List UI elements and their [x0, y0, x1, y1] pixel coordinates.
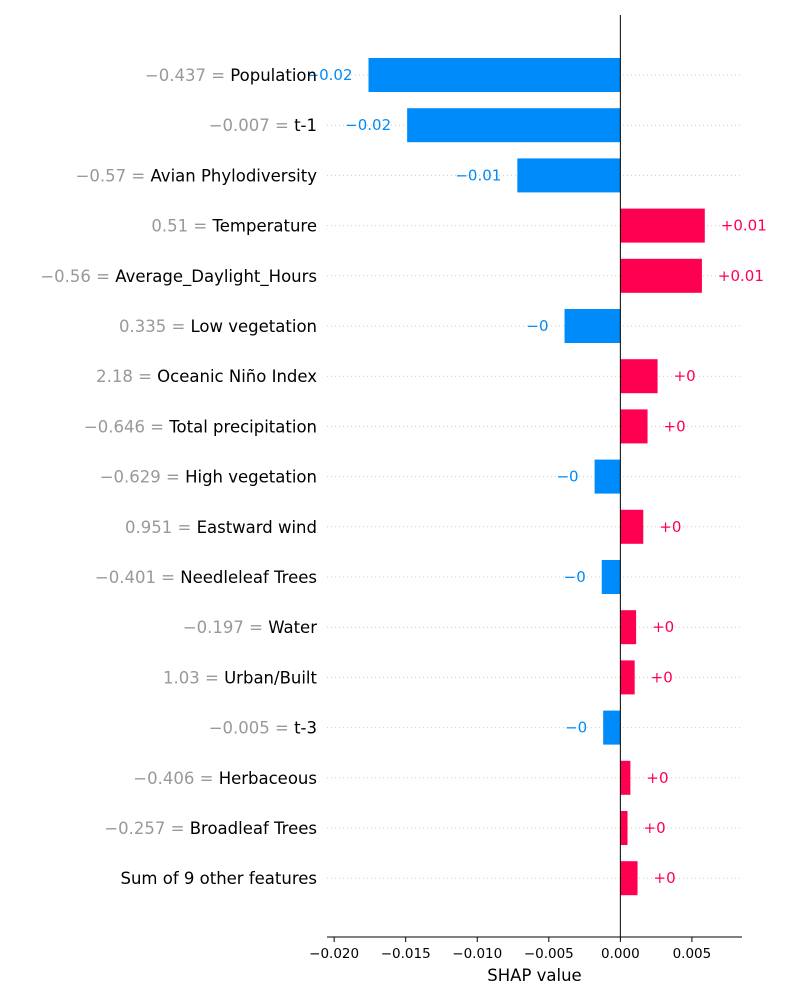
feature-name: High vegetation — [185, 468, 317, 487]
x-tick-label: 0.005 — [673, 946, 712, 962]
bar-value-label: +0.01 — [718, 267, 764, 285]
x-tick-label: −0.020 — [309, 946, 359, 962]
bar-value-label: +0 — [646, 769, 668, 787]
feature-label: −0.56 = Average_Daylight_Hours — [40, 267, 317, 287]
feature-name: Herbaceous — [219, 769, 317, 788]
x-tick-label: −0.005 — [524, 946, 574, 962]
feature-label: 1.03 = Urban/Built — [163, 668, 317, 687]
feature-name: Temperature — [211, 217, 317, 236]
feature-label: −0.437 = Population — [145, 66, 317, 85]
bar-value-label: −0.01 — [455, 166, 501, 184]
feature-name: t-3 — [294, 719, 317, 738]
feature-label: −0.197 = Water — [183, 618, 317, 637]
feature-value: 0.51 = — [151, 217, 212, 236]
bar-value-label: +0 — [659, 518, 681, 536]
bar-value-label: −0 — [526, 317, 548, 335]
feature-label: −0.646 = Total precipitation — [84, 417, 317, 436]
feature-value: −0.57 = — [76, 166, 151, 185]
x-tick-label: −0.015 — [381, 946, 431, 962]
bar-value-label: +0 — [654, 869, 676, 887]
bar — [407, 108, 621, 143]
feature-name: Eastward wind — [197, 518, 317, 537]
feature-value: −0.406 = — [133, 769, 218, 788]
feature-label: −0.401 = Needleleaf Trees — [95, 568, 317, 587]
feature-name: Oceanic Niño Index — [157, 367, 317, 386]
feature-label: Sum of 9 other features — [120, 869, 317, 888]
bar — [620, 258, 702, 293]
bar-value-label: −0 — [556, 468, 578, 486]
bar — [603, 710, 621, 745]
bar — [620, 861, 638, 896]
x-tick-label: −0.010 — [452, 946, 502, 962]
row-guides — [327, 74, 742, 879]
feature-label: −0.005 = t-3 — [209, 719, 317, 738]
feature-label: −0.57 = Avian Phylodiversity — [76, 166, 318, 185]
bar — [564, 309, 621, 343]
feature-name: Total precipitation — [168, 417, 317, 436]
bar — [620, 208, 705, 243]
bar-value-label: +0 — [664, 417, 686, 435]
x-axis-title: SHAP value — [487, 966, 581, 985]
bar — [620, 359, 658, 394]
bar-value-label: −0.02 — [307, 66, 353, 84]
feature-value: 0.335 = — [119, 317, 191, 336]
bar-value-label: −0 — [564, 568, 586, 586]
feature-value: 2.18 = — [96, 367, 157, 386]
feature-label: −0.406 = Herbaceous — [133, 769, 317, 788]
bar — [620, 409, 648, 444]
x-ticks: −0.020 −0.015 −0.010 −0.005 0.000 0.005 — [309, 937, 711, 962]
feature-value: −0.646 = — [84, 417, 169, 436]
feature-label: 0.951 = Eastward wind — [125, 518, 317, 537]
bar — [517, 158, 621, 193]
bar — [368, 58, 621, 92]
bar-labels: −0.02 −0.02 −0.01 +0.01 +0.01 −0 +0 +0 −0 +0 −0 +0 +… — [307, 66, 767, 887]
feature-label: 0.51 = Temperature — [151, 217, 317, 236]
feature-value: −0.005 = — [209, 719, 294, 738]
feature-label: −0.257 = Broadleaf Trees — [104, 819, 317, 838]
bar-value-label: −0 — [565, 719, 587, 737]
bar-value-label: +0 — [674, 367, 696, 385]
bar — [620, 610, 637, 645]
bar — [620, 509, 644, 544]
feature-value: −0.437 = — [145, 66, 230, 85]
bar — [594, 459, 621, 494]
x-tick-label: 0.000 — [601, 946, 640, 962]
feature-labels: −0.437 = Population −0.007 = t-1 −0.57 = A… — [40, 66, 317, 888]
feature-value: 1.03 = — [163, 668, 224, 687]
bar — [620, 660, 635, 695]
feature-name: Population — [230, 66, 317, 85]
feature-name: Water — [268, 618, 317, 637]
feature-name: Needleleaf Trees — [180, 568, 317, 587]
bar-value-label: +0 — [652, 618, 674, 636]
bar — [601, 560, 621, 594]
feature-name: Average_Daylight_Hours — [115, 267, 317, 287]
feature-name: Broadleaf Trees — [190, 819, 317, 838]
feature-name: Urban/Built — [224, 668, 317, 687]
feature-name: Avian Phylodiversity — [150, 166, 317, 185]
feature-label: −0.007 = t-1 — [209, 116, 317, 135]
bar — [620, 811, 628, 845]
feature-value: −0.56 = — [40, 267, 115, 286]
feature-label: 0.335 = Low vegetation — [119, 317, 317, 336]
bar-value-label: +0 — [651, 668, 673, 686]
feature-name: Sum of 9 other features — [120, 869, 317, 888]
bar-value-label: −0.02 — [345, 116, 391, 134]
feature-value: −0.629 = — [100, 468, 185, 487]
bar-value-label: +0 — [644, 819, 666, 837]
feature-label: 2.18 = Oceanic Niño Index — [96, 367, 317, 386]
feature-value: −0.197 = — [183, 618, 268, 637]
feature-name: t-1 — [294, 116, 317, 135]
bars — [368, 58, 705, 896]
feature-value: 0.951 = — [125, 518, 197, 537]
x-axis: −0.020 −0.015 −0.010 −0.005 0.000 0.005 SHAP … — [309, 936, 742, 985]
bar — [620, 760, 631, 795]
feature-value: −0.257 = — [104, 819, 189, 838]
feature-value: −0.401 = — [95, 568, 180, 587]
feature-name: Low vegetation — [191, 317, 317, 336]
bar-value-label: +0.01 — [721, 217, 767, 235]
feature-value: −0.007 = — [209, 116, 294, 135]
feature-label: −0.629 = High vegetation — [100, 468, 317, 487]
